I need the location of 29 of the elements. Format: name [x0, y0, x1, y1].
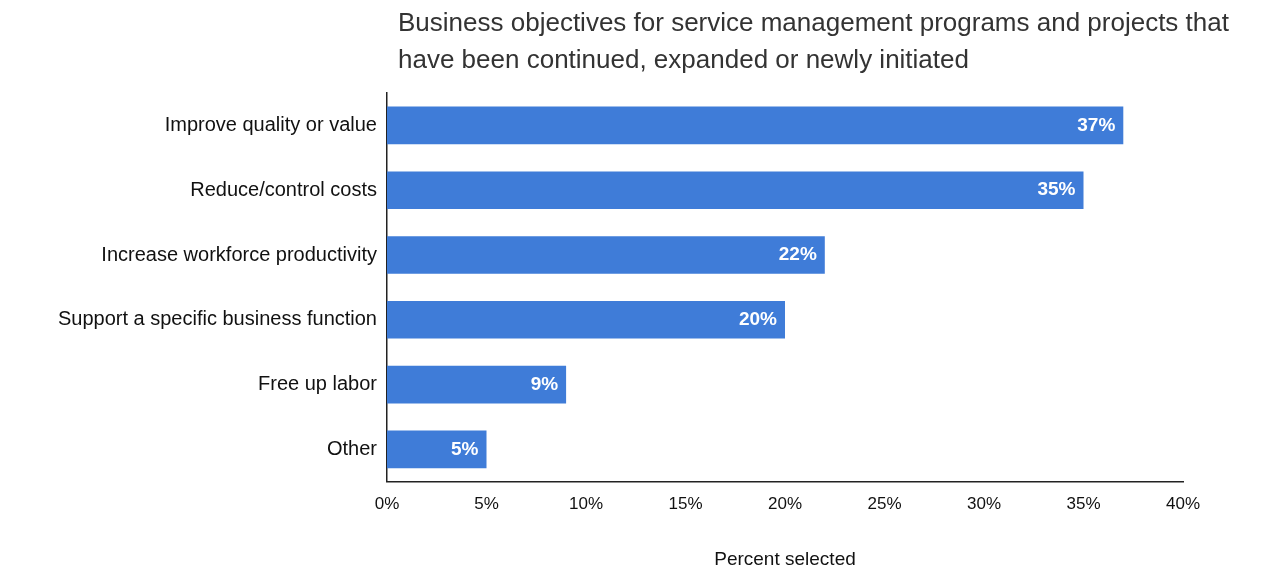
x-tick-label: 25% — [867, 493, 902, 513]
y-tick-label: Free up labor — [258, 372, 378, 395]
data-label: 9% — [530, 372, 559, 394]
bar — [387, 301, 785, 339]
y-tick-label: Other — [326, 436, 378, 459]
x-tick-label: 20% — [767, 493, 803, 513]
x-tick-label: 15% — [668, 493, 703, 513]
data-label: 22% — [778, 243, 817, 265]
x-tick-label: 10% — [568, 493, 604, 513]
bar — [387, 236, 825, 274]
data-label: 20% — [738, 308, 778, 330]
chart-title: Business objectives for service management programs and projects that have been continued, expanded or newly initiated — [398, 6, 1230, 76]
data-label: 37% — [1077, 113, 1116, 135]
x-axis-title: Percent selected — [714, 547, 856, 569]
bar — [387, 171, 1084, 209]
x-tick-label: 5% — [474, 493, 499, 513]
x-tick-label: 30% — [966, 493, 1002, 513]
bar — [387, 365, 567, 404]
x-tick-label: 40% — [1165, 493, 1201, 513]
data-label: 35% — [1037, 178, 1076, 200]
bar — [387, 106, 1124, 145]
y-tick-label: Reduce/control costs — [190, 177, 377, 200]
y-tick-label: Improve quality or value — [164, 112, 377, 135]
bar — [387, 430, 487, 469]
x-tick-label: 35% — [1066, 493, 1101, 513]
y-tick-label: Support a specific business function — [57, 307, 377, 330]
y-tick-label: Increase workforce productivity — [101, 242, 377, 265]
x-tick-label: 0% — [374, 493, 400, 513]
data-label: 5% — [451, 437, 479, 459]
